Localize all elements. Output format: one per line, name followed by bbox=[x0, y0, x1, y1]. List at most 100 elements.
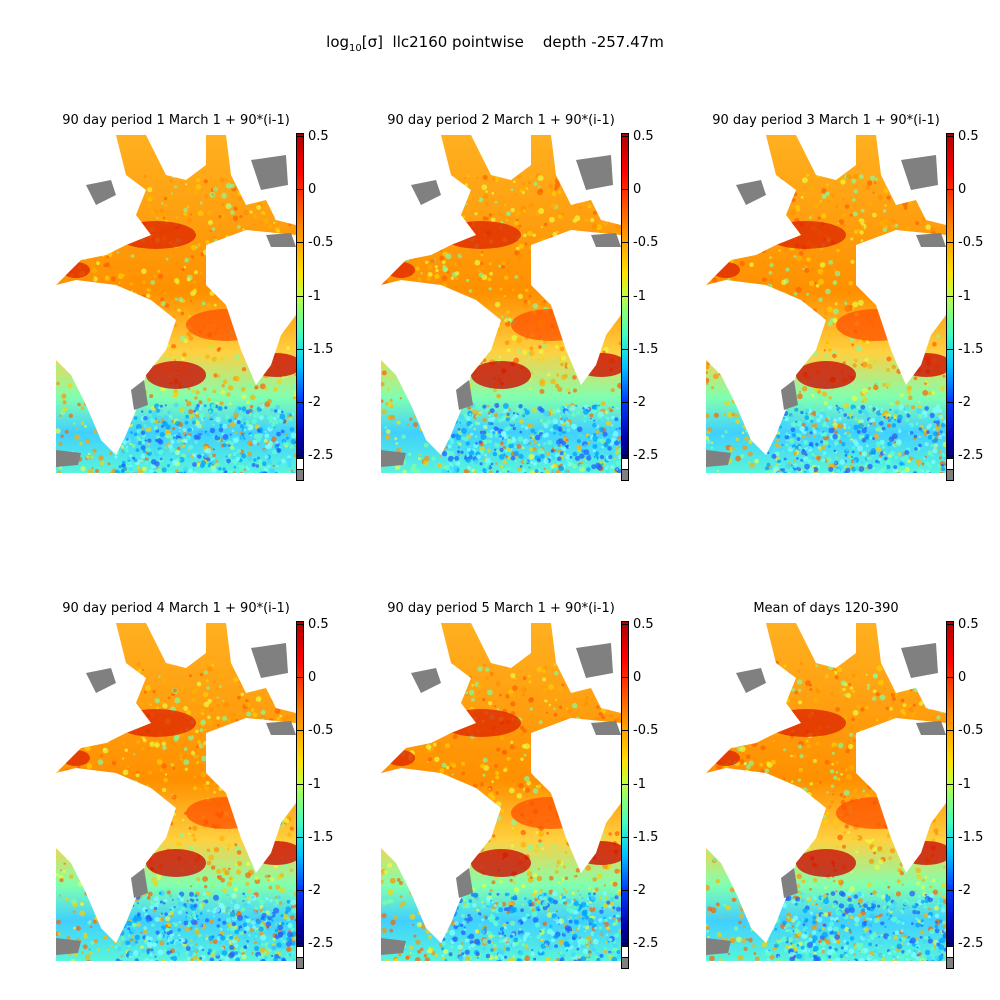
colorbar-tick-label: 0 bbox=[633, 182, 642, 198]
colorbar-tick-label: 0 bbox=[308, 670, 317, 686]
colorbar-tickmark bbox=[946, 189, 954, 191]
colorbar-tick-label: -2.5 bbox=[633, 936, 659, 951]
colorbar-tick-label: 0 bbox=[958, 670, 967, 686]
colorbar-tick-label: -2.5 bbox=[958, 936, 984, 951]
ocean-map bbox=[56, 135, 296, 485]
colorbar-missing-swatch bbox=[946, 946, 954, 958]
colorbar-tickmark bbox=[946, 783, 954, 785]
colorbar-tickmark bbox=[621, 242, 629, 244]
colorbar-tick-label: -1 bbox=[958, 288, 971, 304]
colorbar-tickmark bbox=[296, 136, 304, 137]
colorbar-tickmark bbox=[621, 677, 629, 679]
ocean-map bbox=[56, 623, 296, 973]
colorbar-tick-label: -2 bbox=[958, 394, 971, 410]
colorbar-tick-label: 0 bbox=[958, 182, 967, 198]
colorbar: 0.5 0 -0.5 -1 -1.5 -2 -2.5 bbox=[296, 618, 333, 969]
title-sigma: [σ] bbox=[361, 33, 383, 51]
colorbar-land-swatch bbox=[621, 470, 629, 481]
map-panel-2: 90 day period 2 March 1 + 90*(i-1) bbox=[381, 113, 661, 485]
colorbar-tickmark bbox=[296, 401, 304, 403]
panel-title: 90 day period 5 March 1 + 90*(i-1) bbox=[387, 601, 615, 616]
colorbar-tick-label: -1.5 bbox=[958, 341, 984, 357]
colorbar-tick-label: 0.5 bbox=[308, 617, 329, 632]
colorbar-tick-label: 0.5 bbox=[958, 129, 979, 144]
colorbar-tick-label: -0.5 bbox=[958, 235, 984, 251]
colorbar-tick-label: -1.5 bbox=[633, 341, 659, 357]
colorbar-tick-label: -1.5 bbox=[633, 829, 659, 845]
ocean-map bbox=[381, 135, 621, 485]
colorbar-tickmark bbox=[621, 730, 629, 732]
colorbar-tickmark bbox=[296, 189, 304, 191]
colorbar-tickmark bbox=[621, 348, 629, 350]
ocean-map bbox=[381, 623, 621, 973]
colorbar-tickmark bbox=[296, 836, 304, 838]
map-panel-1: 90 day period 1 March 1 + 90*(i-1) bbox=[56, 113, 336, 485]
colorbar: 0.5 0 -0.5 -1 -1.5 -2 -2.5 bbox=[946, 130, 983, 481]
colorbar-tickmark bbox=[946, 295, 954, 297]
colorbar-tick-label: 0 bbox=[308, 182, 317, 198]
colorbar-tickmark bbox=[946, 889, 954, 891]
colorbar-tickmark bbox=[296, 242, 304, 244]
colorbar-tickmark bbox=[946, 836, 954, 838]
colorbar-tick-label: -1 bbox=[958, 776, 971, 792]
colorbar-missing-swatch bbox=[621, 458, 629, 470]
map-panel-5: 90 day period 5 March 1 + 90*(i-1) bbox=[381, 601, 661, 973]
panel-title: 90 day period 3 March 1 + 90*(i-1) bbox=[712, 113, 940, 128]
colorbar-tick-label: -2 bbox=[308, 394, 321, 410]
colorbar: 0.5 0 -0.5 -1 -1.5 -2 -2.5 bbox=[621, 130, 658, 481]
panel-title: 90 day period 1 March 1 + 90*(i-1) bbox=[62, 113, 290, 128]
colorbar-missing-swatch bbox=[621, 946, 629, 958]
map-panel-4: 90 day period 4 March 1 + 90*(i-1) bbox=[56, 601, 336, 973]
title-rest: llc2160 pointwise depth -257.47m bbox=[383, 33, 664, 51]
colorbar-tickmark bbox=[946, 242, 954, 244]
colorbar-land-swatch bbox=[946, 470, 954, 481]
colorbar-tickmark bbox=[946, 136, 954, 137]
colorbar-missing-swatch bbox=[296, 946, 304, 958]
colorbar-tickmark bbox=[621, 943, 629, 944]
colorbar-tickmark bbox=[946, 624, 954, 625]
colorbar-tickmark bbox=[296, 889, 304, 891]
ocean-map bbox=[706, 623, 946, 973]
title-log: log bbox=[326, 33, 350, 51]
colorbar-tick-label: -0.5 bbox=[308, 235, 334, 251]
colorbar-tick-label: -0.5 bbox=[633, 235, 659, 251]
map-panel-6: Mean of days 120-390 0.5 0 -0 bbox=[706, 601, 986, 973]
colorbar-tickmark bbox=[296, 624, 304, 625]
colorbar-tick-label: -0.5 bbox=[633, 723, 659, 739]
panel-title: 90 day period 4 March 1 + 90*(i-1) bbox=[62, 601, 290, 616]
panel-title: 90 day period 2 March 1 + 90*(i-1) bbox=[387, 113, 615, 128]
colorbar-tick-label: 0.5 bbox=[308, 129, 329, 144]
colorbar-tickmark bbox=[296, 783, 304, 785]
colorbar-tickmark bbox=[621, 455, 629, 456]
colorbar: 0.5 0 -0.5 -1 -1.5 -2 -2.5 bbox=[296, 130, 333, 481]
colorbar-tick-label: 0.5 bbox=[633, 617, 654, 632]
colorbar-land-swatch bbox=[621, 958, 629, 969]
colorbar-tickmark bbox=[296, 295, 304, 297]
colorbar-tick-label: -0.5 bbox=[308, 723, 334, 739]
colorbar-tick-label: 0 bbox=[633, 670, 642, 686]
colorbar-tickmark bbox=[946, 730, 954, 732]
colorbar-tick-label: -2.5 bbox=[633, 448, 659, 463]
colorbar-land-swatch bbox=[946, 958, 954, 969]
colorbar-tick-label: -0.5 bbox=[958, 723, 984, 739]
colorbar-tick-label: -2.5 bbox=[308, 936, 334, 951]
colorbar-tick-label: -2.5 bbox=[958, 448, 984, 463]
colorbar-tickmark bbox=[296, 348, 304, 350]
colorbar-tickmark bbox=[621, 189, 629, 191]
colorbar-tickmark bbox=[621, 295, 629, 297]
colorbar-tick-label: -2 bbox=[633, 882, 646, 898]
colorbar-land-swatch bbox=[296, 470, 304, 481]
colorbar-tickmark bbox=[621, 836, 629, 838]
colorbar-tickmark bbox=[946, 677, 954, 679]
colorbar-tickmark bbox=[621, 783, 629, 785]
colorbar-tickmark bbox=[946, 348, 954, 350]
colorbar-missing-swatch bbox=[296, 458, 304, 470]
colorbar-tickmark bbox=[946, 401, 954, 403]
colorbar-missing-swatch bbox=[946, 458, 954, 470]
colorbar-tick-label: -1.5 bbox=[958, 829, 984, 845]
colorbar-tick-label: -1.5 bbox=[308, 829, 334, 845]
colorbar-tickmark bbox=[621, 401, 629, 403]
colorbar-tickmark bbox=[946, 455, 954, 456]
figure-title: log10[σ] llc2160 pointwise depth -257.47… bbox=[0, 33, 1000, 54]
colorbar-tick-label: -1 bbox=[308, 776, 321, 792]
